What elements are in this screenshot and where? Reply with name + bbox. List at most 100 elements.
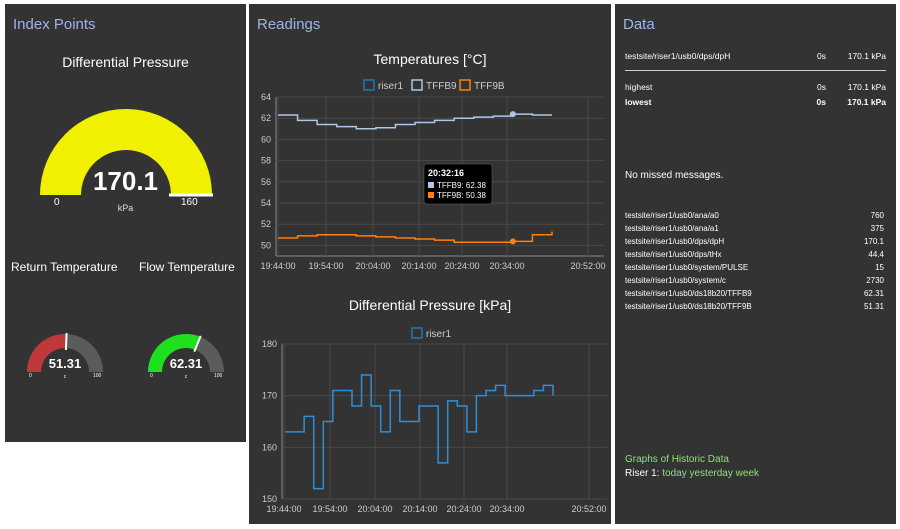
y-tick-label: 170 xyxy=(262,391,277,401)
lowest-label: lowest xyxy=(625,97,652,107)
list-value: 2730 xyxy=(866,276,884,285)
x-tick-label: 20:52:00 xyxy=(570,261,605,271)
lowest-time: 0s xyxy=(816,97,826,107)
return-gauge-value: 51.31 xyxy=(48,356,82,371)
list-key: testsite/riser1/usb0/ana/a0 xyxy=(625,211,719,220)
flow-gauge-max: 100 xyxy=(214,373,223,379)
pressure-chart: Differential Pressure [kPa] riser1 180 170 1… xyxy=(262,297,607,514)
missed-messages: No missed messages. xyxy=(625,170,724,181)
dp-gauge-unit: kPa xyxy=(117,203,134,213)
flow-gauge-fill xyxy=(148,334,201,372)
list-key: testsite/riser1/usb0/ds18b20/TFFB9 xyxy=(625,289,752,298)
dp-gauge-value: 170.1 xyxy=(92,166,159,196)
highest-value: 170.1 kPa xyxy=(847,82,886,92)
list-key: testsite/riser1/usb0/system/PULSE xyxy=(625,263,749,272)
flow-gauge xyxy=(148,333,224,372)
list-item: testsite/riser1/usb0/dps/dpH 170.1 xyxy=(625,237,884,248)
x-tick-label: 20:24:00 xyxy=(446,504,481,514)
y-tick-label: 50 xyxy=(261,240,271,250)
chart-title: Differential Pressure [kPa] xyxy=(349,297,511,313)
readings-title: Readings xyxy=(257,16,321,33)
list-key: testsite/riser1/usb0/dps/dpH xyxy=(625,237,725,246)
y-tick-label: 160 xyxy=(262,442,277,452)
header-time: 0s xyxy=(817,51,826,61)
dp-gauge-max: 160 xyxy=(181,197,198,208)
list-value: 15 xyxy=(875,263,884,272)
legend-label: riser1 xyxy=(378,81,403,92)
flow-gauge-min: 0 xyxy=(150,373,153,379)
index-points-title: Index Points xyxy=(13,16,96,33)
x-tick-label: 20:14:00 xyxy=(401,261,436,271)
data-title: Data xyxy=(623,16,655,33)
legend-swatch xyxy=(411,79,423,91)
legend-label: TFFB9 xyxy=(426,81,457,92)
dp-gauge-fill xyxy=(40,108,212,195)
flow-gauge-needle xyxy=(193,335,202,353)
dp-gauge xyxy=(40,108,213,197)
temperature-chart: Temperatures [°C] riser1 TFFB9 TFF9B 64 62 60 5… xyxy=(260,51,605,271)
x-tick-label: 19:54:00 xyxy=(312,504,347,514)
tooltip-line: TFFB9: 62.38 xyxy=(437,181,486,190)
y-tick-label: 56 xyxy=(261,177,271,187)
header-key: testsite/riser1/usb0/dps/dpH xyxy=(625,51,731,61)
legend-label: TFF9B xyxy=(474,81,505,92)
return-gauge-min: 0 xyxy=(29,373,32,379)
x-tick-label: 20:34:00 xyxy=(489,261,524,271)
list-value: 51.31 xyxy=(863,302,884,311)
tooltip-swatch xyxy=(428,192,434,198)
y-tick-label: 150 xyxy=(262,494,277,504)
list-key: testsite/riser1/usb0/dps/tHx xyxy=(625,250,722,259)
y-tick-label: 64 xyxy=(261,92,271,102)
y-tick-label: 54 xyxy=(261,198,271,208)
list-value: 170.1 xyxy=(863,237,884,246)
yesterday-link[interactable]: yesterday xyxy=(689,468,733,479)
series-point-TFFB9 xyxy=(509,111,516,118)
y-tick-label: 60 xyxy=(261,134,271,144)
lowest-row: lowest 0s 170.1 kPa xyxy=(625,97,886,109)
readings-panel: Readings Temperatures [°C] riser1 TFFB9 TFF… xyxy=(249,4,611,524)
highest-row: highest 0s 170.1 kPa xyxy=(625,82,886,94)
header-data-row: testsite/riser1/usb0/dps/dpH 0s 170.1 kP… xyxy=(625,51,886,63)
list-item: testsite/riser1/usb0/ana/a1 375 xyxy=(625,224,884,235)
x-tick-label: 20:04:00 xyxy=(355,261,390,271)
list-value: 44.4 xyxy=(868,250,884,259)
return-gauge xyxy=(27,332,103,372)
series-line-TFFB9 xyxy=(278,113,552,130)
highest-label: highest xyxy=(625,82,653,92)
return-gauge-fill xyxy=(27,334,67,372)
chart-title: Temperatures [°C] xyxy=(374,51,487,67)
legend-swatch xyxy=(411,327,423,339)
flow-gauge-title: Flow Temperature xyxy=(139,260,235,274)
y-tick-label: 62 xyxy=(261,113,271,123)
week-link[interactable]: week xyxy=(735,468,759,479)
flow-gauge-value: 62.31 xyxy=(169,356,203,371)
y-tick-label: 180 xyxy=(262,339,277,349)
list-value: 760 xyxy=(870,211,884,220)
tooltip-time: 20:32:16 xyxy=(428,168,464,178)
list-item: testsite/riser1/usb0/system/c 2730 xyxy=(625,276,884,287)
flow-gauge-unit: c xyxy=(184,374,188,380)
y-tick-label: 58 xyxy=(261,156,271,166)
list-item: testsite/riser1/usb0/ds18b20/TFFB9 62.31 xyxy=(625,289,884,300)
x-tick-label: 19:54:00 xyxy=(308,261,343,271)
data-panel: Data testsite/riser1/usb0/dps/dpH 0s 170… xyxy=(615,4,896,524)
tooltip-line: TFF9B: 50.38 xyxy=(437,191,486,200)
return-gauge-title: Return Temperature xyxy=(11,260,118,274)
graphs-link-text[interactable]: Graphs of Historic Data xyxy=(625,454,729,465)
divider xyxy=(625,70,886,71)
x-tick-label: 20:52:00 xyxy=(571,504,606,514)
list-key: testsite/riser1/usb0/system/c xyxy=(625,276,726,285)
return-gauge-unit: c xyxy=(63,374,67,380)
x-tick-label: 19:44:00 xyxy=(266,504,301,514)
legend-swatch xyxy=(363,79,375,91)
today-link[interactable]: today xyxy=(662,468,687,479)
x-tick-label: 20:34:00 xyxy=(489,504,524,514)
graphs-historic-link[interactable]: Graphs of Historic Data xyxy=(625,454,729,465)
riser-label: Riser 1: xyxy=(625,468,660,479)
legend-label: riser1 xyxy=(426,329,451,340)
return-gauge-needle xyxy=(64,332,68,351)
highest-time: 0s xyxy=(817,82,826,92)
list-item: testsite/riser1/usb0/ds18b20/TFF9B 51.31 xyxy=(625,302,884,313)
list-key: testsite/riser1/usb0/ds18b20/TFF9B xyxy=(625,302,752,311)
riser-links: Riser 1: today yesterday week xyxy=(625,468,759,479)
